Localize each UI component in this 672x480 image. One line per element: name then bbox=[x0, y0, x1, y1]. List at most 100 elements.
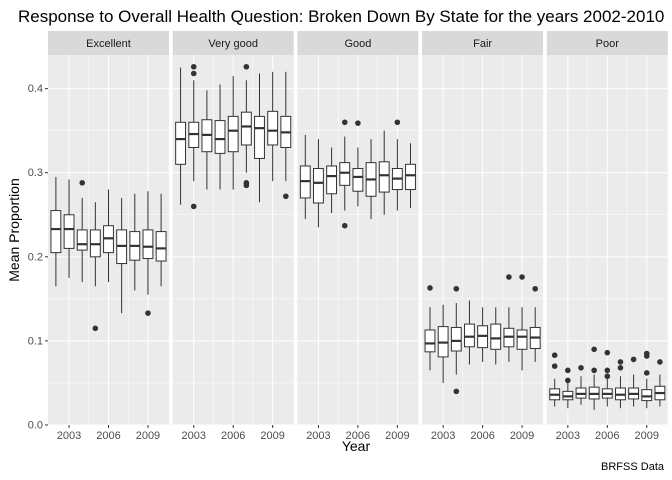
y-tick-label: 0.4 bbox=[28, 83, 43, 95]
box-iqr bbox=[641, 389, 653, 402]
facet-strip-label: Good bbox=[344, 38, 371, 50]
chart-caption: BRFSS Data bbox=[601, 461, 665, 473]
x-tick-label: 2009 bbox=[635, 430, 659, 442]
boxplot-2004 bbox=[575, 365, 587, 405]
facet-poor: Poor 2003 2006 2009 bbox=[546, 31, 668, 442]
facet-strip bbox=[422, 31, 544, 55]
x-tick-label: 2003 bbox=[556, 430, 580, 442]
outlier-point bbox=[506, 274, 512, 280]
boxplot-2005 bbox=[464, 300, 475, 365]
boxplot-2002 bbox=[50, 176, 62, 287]
facet-strip-label: Poor bbox=[596, 38, 620, 50]
box-iqr bbox=[339, 162, 351, 186]
box-iqr bbox=[424, 329, 436, 353]
box-iqr bbox=[313, 168, 324, 204]
outlier-point bbox=[578, 365, 584, 371]
boxplot-2008 bbox=[628, 356, 640, 407]
boxplot-2003 bbox=[437, 304, 449, 383]
boxplot-2010 bbox=[529, 285, 541, 362]
outlier-point bbox=[551, 363, 558, 369]
outlier-point bbox=[565, 367, 571, 374]
outlier-point bbox=[565, 377, 571, 384]
boxplot-2002 bbox=[299, 134, 311, 219]
outlier-point bbox=[92, 325, 99, 332]
chart-title: Response to Overall Health Question: Bro… bbox=[18, 7, 664, 26]
facet-strip bbox=[546, 31, 668, 55]
outlier-point bbox=[190, 203, 197, 210]
box-iqr bbox=[326, 165, 338, 195]
facet-strip bbox=[172, 31, 294, 55]
y-tick-label: 0.3 bbox=[28, 167, 43, 179]
boxplot-2008 bbox=[378, 130, 390, 215]
facet-strip-label: Fair bbox=[473, 38, 492, 50]
boxplot-2002 bbox=[549, 352, 561, 407]
x-tick-label: 2009 bbox=[510, 430, 534, 442]
box-iqr bbox=[378, 161, 390, 193]
outlier-point bbox=[532, 285, 539, 292]
box-iqr bbox=[405, 163, 416, 191]
x-tick-label: 2009 bbox=[385, 430, 409, 442]
outlier-point bbox=[145, 310, 151, 316]
boxplot-2004 bbox=[201, 90, 213, 190]
boxplot-2009 bbox=[516, 274, 528, 371]
boxplot-2007 bbox=[365, 139, 377, 219]
x-tick-label: 2006 bbox=[470, 430, 494, 442]
boxplot-2006 bbox=[103, 189, 114, 283]
box-iqr bbox=[490, 323, 502, 350]
outlier-point bbox=[427, 285, 433, 291]
facet-panels: Excellent 2003 2006 2009 Very good 2003 2006 20… bbox=[48, 31, 668, 442]
outlier-point bbox=[190, 70, 197, 77]
box-iqr bbox=[76, 229, 88, 251]
facet-fair: Fair 2003 2006 2009 bbox=[422, 31, 544, 442]
outlier-point bbox=[341, 222, 348, 229]
y-tick-label: 0.2 bbox=[28, 251, 43, 263]
box-iqr bbox=[267, 110, 279, 146]
boxplot-2010 bbox=[280, 71, 292, 200]
boxplot-2009 bbox=[267, 71, 279, 182]
boxplot-2003 bbox=[63, 179, 75, 278]
boxplot-2005 bbox=[588, 346, 600, 410]
x-tick-label: 2006 bbox=[346, 430, 370, 442]
boxplot-2004 bbox=[450, 285, 462, 395]
boxplot-2008 bbox=[129, 193, 141, 291]
boxplot-2010 bbox=[405, 143, 416, 209]
boxplot-2005 bbox=[89, 202, 101, 332]
outlier-point bbox=[243, 63, 250, 70]
facet-very-good: Very good 2003 2006 2009 bbox=[172, 31, 294, 442]
outlier-point bbox=[551, 352, 558, 359]
boxplot-2006 bbox=[477, 307, 489, 362]
boxplot-2005 bbox=[214, 84, 226, 190]
box-iqr bbox=[240, 111, 252, 146]
x-tick-label: 2009 bbox=[136, 430, 160, 442]
x-tick-label: 2003 bbox=[57, 430, 81, 442]
x-tick-label: 2006 bbox=[221, 430, 245, 442]
x-tick-label: 2006 bbox=[595, 430, 619, 442]
outlier-point bbox=[190, 63, 197, 70]
y-axis: Mean Proportion 0.0 0.1 0.2 0.3 0.4 bbox=[6, 83, 48, 432]
outlier-point bbox=[453, 285, 460, 292]
box-iqr bbox=[214, 120, 226, 154]
facet-excellent: Excellent 2003 2006 2009 bbox=[48, 31, 169, 442]
outlier-point bbox=[617, 359, 624, 365]
outlier-point bbox=[643, 353, 650, 359]
outlier-point bbox=[657, 359, 663, 365]
boxplot-2006 bbox=[352, 120, 364, 207]
box-iqr bbox=[50, 210, 62, 254]
box-iqr bbox=[63, 214, 75, 249]
boxplot-2004 bbox=[76, 180, 88, 283]
boxplot-2009 bbox=[391, 119, 403, 211]
box-iqr bbox=[464, 323, 475, 348]
outlier-point bbox=[591, 346, 597, 353]
outlier-point bbox=[643, 370, 650, 376]
boxplot-2003 bbox=[313, 139, 324, 228]
y-tick-label: 0.1 bbox=[28, 335, 43, 347]
outlier-point bbox=[341, 119, 348, 126]
box-iqr bbox=[155, 231, 167, 262]
box-iqr bbox=[450, 326, 462, 352]
box-iqr bbox=[254, 115, 265, 159]
boxplot-2004 bbox=[326, 147, 338, 214]
x-tick-label: 2003 bbox=[431, 430, 455, 442]
outlier-point bbox=[604, 349, 611, 356]
boxplot-2007 bbox=[615, 359, 626, 409]
